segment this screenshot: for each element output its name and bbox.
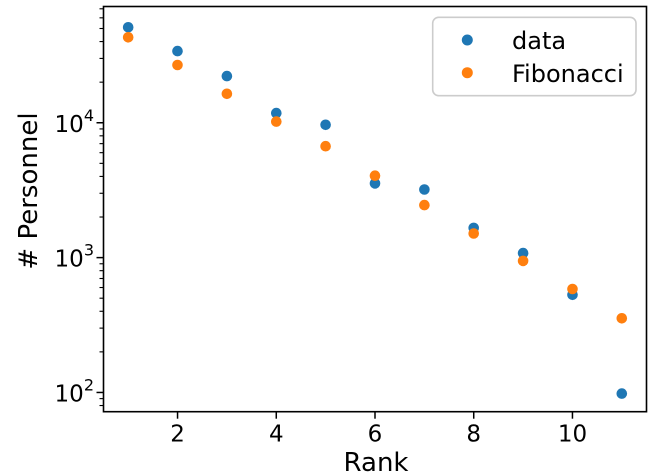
fibonacci-point [517, 255, 529, 267]
y-axis-label: # Personnel [14, 112, 44, 269]
x-tick-label: 2 [170, 422, 185, 448]
x-tick-label: 6 [368, 422, 383, 448]
x-tick-label: 8 [466, 422, 481, 448]
scatter-points [122, 22, 628, 399]
data-point [517, 247, 529, 259]
fibonacci-point [172, 59, 183, 71]
legend-label-fibonacci: Fibonacci [512, 60, 624, 88]
y-tick-label: 104 [55, 106, 94, 138]
x-tick-label: 4 [269, 422, 284, 448]
legend-box [431, 16, 637, 97]
fibonacci-point [271, 116, 282, 127]
y-tick-label: 103 [55, 241, 94, 273]
data-point [419, 184, 430, 195]
legend: data Fibonacci [431, 16, 637, 97]
data-point [616, 388, 628, 399]
axis-tick-labels: 102 103 104 2 4 6 8 10 [55, 106, 588, 448]
legend-marker-data-icon [461, 34, 473, 46]
legend-label-data: data [512, 27, 566, 55]
fibonacci-point [567, 283, 578, 295]
fibonacci-point [221, 88, 233, 100]
fibonacci-point [369, 170, 381, 181]
fibonacci-point [616, 313, 628, 324]
fibonacci-point [419, 199, 430, 211]
data-point [221, 70, 233, 82]
plot-border [102, 5, 648, 413]
fibonacci-point [468, 228, 480, 239]
fibonacci-point [122, 32, 134, 43]
x-tick-label: 10 [558, 422, 587, 448]
x-axis-label: Rank [344, 448, 409, 476]
data-point [172, 45, 183, 57]
data-point [271, 107, 282, 119]
y-tick-label: 102 [55, 375, 94, 407]
legend-marker-fibonacci-icon [461, 67, 473, 79]
fibonacci-point [320, 140, 331, 152]
data-point [122, 22, 134, 33]
data-point [320, 119, 331, 131]
data-point [369, 178, 381, 189]
